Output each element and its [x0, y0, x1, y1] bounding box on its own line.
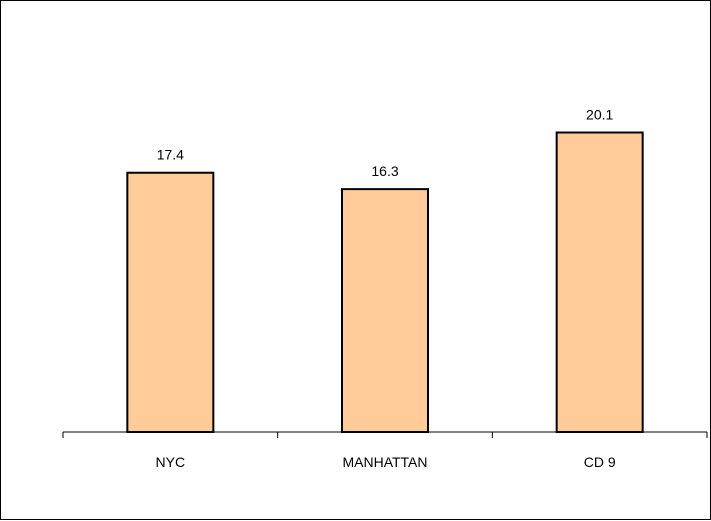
category-label: CD 9: [584, 454, 616, 470]
category-label: NYC: [156, 454, 186, 470]
data-label: 20.1: [586, 107, 613, 123]
bar-nyc: [126, 171, 215, 434]
bar-manhattan: [341, 188, 429, 433]
data-label: 16.3: [371, 163, 398, 179]
category-label: MANHATTAN: [342, 454, 427, 470]
labels-layer: 17.4 NYC 16.3 MANHATTAN 20.1 CD 9: [156, 107, 616, 470]
bar-cd-9: [555, 131, 644, 433]
x-axis-ticks: [62, 432, 708, 438]
data-label: 17.4: [157, 147, 184, 163]
bars-layer: [126, 131, 644, 434]
